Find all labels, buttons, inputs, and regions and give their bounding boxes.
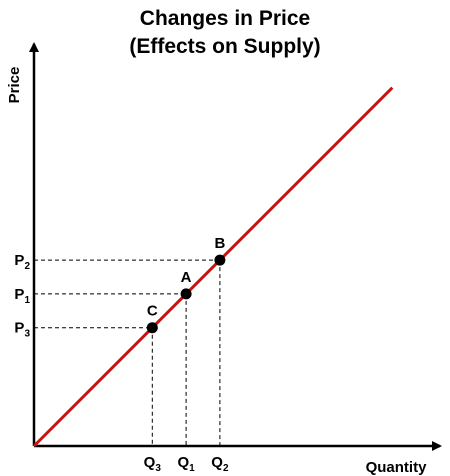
point-label-b: B [214,235,225,252]
point-c [146,322,158,334]
x-tick-label-b: Q2 [211,454,229,474]
y-axis-label: Price [6,67,23,104]
point-a [180,288,192,300]
guide-lines [34,259,221,446]
point-label-a: A [181,269,192,286]
ticks-group: Q2 P2 Q1 P1 Q3 P3 [14,252,229,474]
chart-title-line-1: Changes in Price [139,7,311,30]
chart-title-line-2: (Effects on Supply) [129,35,321,58]
y-tick-label-a: P1 [14,286,30,306]
point-b [214,254,226,266]
points-group: B A C [146,235,226,334]
x-tick-label-c: Q3 [144,454,162,474]
supply-line [32,86,394,448]
y-tick-label-b: P2 [14,252,30,272]
series-group [32,86,394,448]
y-tick-label-c: P3 [14,320,30,340]
x-axis-label: Quantity [366,459,427,476]
x-tick-label-a: Q1 [177,454,195,474]
point-label-c: C [147,303,158,320]
